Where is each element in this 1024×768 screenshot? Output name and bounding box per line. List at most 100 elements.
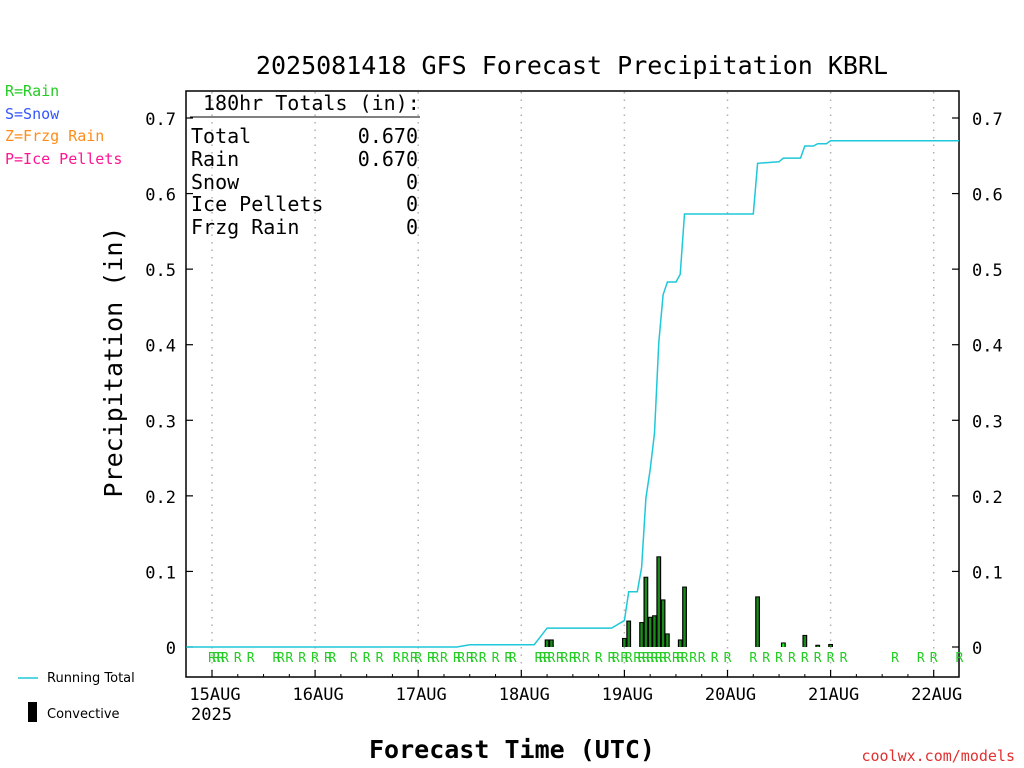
- precip-type-marker: R: [676, 651, 684, 666]
- precip-bar: [666, 634, 669, 647]
- x-axis: 15AUG 16AUG 17AUG 18AUG 19AUG 20AUG 21AUG 22AUG: [189, 670, 962, 705]
- precip-type-marker: R: [560, 651, 568, 666]
- precip-type-marker: R: [363, 651, 371, 666]
- precip-type-marker: R: [917, 651, 925, 666]
- precip-type-marker: R: [724, 651, 732, 666]
- precip-bar: [816, 645, 819, 647]
- precip-type-marker: R: [350, 651, 358, 666]
- precip-type-marker: R: [221, 651, 229, 666]
- precip-bar: [756, 597, 759, 647]
- precip-type-marker: R: [642, 651, 650, 666]
- precip-type-marker: R: [324, 651, 332, 666]
- y-tick-label-right: 0.2: [972, 488, 1003, 508]
- convective-bars: [544, 556, 833, 647]
- precip-bar: [829, 644, 832, 647]
- precip-bar: [803, 635, 807, 647]
- y-axis: 0 00.1 0.10.2 0.20.3 0.30.4 0.40.5 0.50.6 0.60.…: [145, 110, 1002, 659]
- year-label: 2025: [191, 705, 232, 725]
- x-tick-label: 18AUG: [499, 685, 550, 705]
- totals-value-total: 0.670: [358, 124, 418, 148]
- totals-label-total: Total: [191, 124, 251, 148]
- precip-type-marker: R: [311, 651, 319, 666]
- precip-type-marker: R: [453, 651, 461, 666]
- precip-bar: [648, 617, 652, 647]
- precip-type-marker: R: [298, 651, 306, 666]
- precip-type-marker: R: [638, 651, 646, 666]
- y-tick-label-right: 0.4: [972, 337, 1003, 357]
- precip-type-marker: R: [840, 651, 848, 666]
- precip-type-marker: R: [535, 651, 543, 666]
- totals-label-snow: Snow: [191, 170, 240, 194]
- precip-bar: [679, 640, 682, 647]
- y-tick-label: 0: [166, 639, 176, 659]
- running-total: [186, 139, 959, 648]
- precip-type-marker: R: [608, 651, 616, 666]
- precip-type-marker: R: [285, 651, 293, 666]
- y-tick-label-right: 0: [972, 639, 982, 659]
- credit-text: coolwx.com/models: [861, 747, 1015, 765]
- precip-type-marker: R: [681, 651, 689, 666]
- precip-type-marker: R: [547, 651, 555, 666]
- y-tick-label: 0.5: [145, 261, 176, 281]
- y-tick-label: 0.2: [145, 488, 176, 508]
- precip-type-marker: R: [234, 651, 242, 666]
- y-tick-label: 0.4: [145, 337, 176, 357]
- precip-type-marker: R: [543, 651, 551, 666]
- precip-bar: [683, 587, 686, 647]
- precip-type-marker: R: [651, 651, 659, 666]
- precip-type-marker: R: [814, 651, 822, 666]
- x-tick-label: 21AUG: [808, 685, 859, 705]
- precip-type-legend: R=Rain S=Snow Z=Frzg Rain P=Ice Pellets: [5, 82, 122, 168]
- totals-label-rain: Rain: [191, 147, 239, 171]
- precip-type-marker: R: [711, 651, 719, 666]
- precip-type-marker: R: [208, 651, 216, 666]
- precip-bar: [661, 600, 665, 647]
- totals-value-ice-pellets: 0: [406, 192, 418, 216]
- precip-type-marker: R: [376, 651, 384, 666]
- precip-type-marker: R: [827, 651, 835, 666]
- precip-type-marker: R: [655, 651, 663, 666]
- precip-type-marker: R: [393, 651, 401, 666]
- precip-bar: [550, 640, 553, 647]
- precip-type-marker: R: [672, 651, 680, 666]
- precip-type-marker: R: [659, 651, 667, 666]
- precip-type-marker: R: [509, 651, 517, 666]
- y-tick-label: 0.3: [145, 412, 176, 432]
- chart-title: 2025081418 GFS Forecast Precipitation KB…: [256, 51, 888, 80]
- precip-type-marker: R: [930, 651, 938, 666]
- precip-type-marker: R: [762, 651, 770, 666]
- totals-label-ice-pellets: Ice Pellets: [191, 192, 323, 216]
- precip-bar: [657, 557, 660, 647]
- x-tick-label: 17AUG: [396, 685, 447, 705]
- precip-type-marker: R: [956, 651, 964, 666]
- totals-header: 180hr Totals (in):: [203, 91, 420, 115]
- running-total-line: [186, 139, 959, 648]
- precip-type-marker: R: [466, 651, 474, 666]
- precip-type-marker: R: [277, 651, 285, 666]
- convective-legend-label: Convective: [47, 707, 120, 722]
- y-tick-label: 0.6: [145, 186, 176, 206]
- y-tick-label-right: 0.1: [972, 563, 1003, 583]
- precip-type-marker: R: [625, 651, 633, 666]
- legend-snow: S=Snow: [5, 105, 60, 123]
- precip-type-marker: R: [749, 651, 757, 666]
- precip-type-marker: R: [431, 651, 439, 666]
- plot-frame: [185, 90, 960, 678]
- precip-type-marker: R: [582, 651, 590, 666]
- x-tick-label: 16AUG: [293, 685, 344, 705]
- precip-type-marker: R: [427, 651, 435, 666]
- precip-type-marker: R: [689, 651, 697, 666]
- precip-type-marker: R: [801, 651, 809, 666]
- precip-bar: [627, 621, 630, 647]
- precip-bar: [653, 616, 656, 647]
- precip-type-marker: R: [470, 651, 478, 666]
- precip-bar: [644, 577, 648, 647]
- y-tick-label-right: 0.3: [972, 412, 1003, 432]
- precip-type-marker: R: [414, 651, 422, 666]
- precip-type-marker: R: [698, 651, 706, 666]
- y-tick-label-right: 0.5: [972, 261, 1003, 281]
- x-tick-label: 22AUG: [911, 685, 962, 705]
- running-total-legend-label: Running Total: [47, 671, 135, 686]
- y-tick-label: 0.7: [145, 110, 176, 130]
- precip-type-marker: R: [410, 651, 418, 666]
